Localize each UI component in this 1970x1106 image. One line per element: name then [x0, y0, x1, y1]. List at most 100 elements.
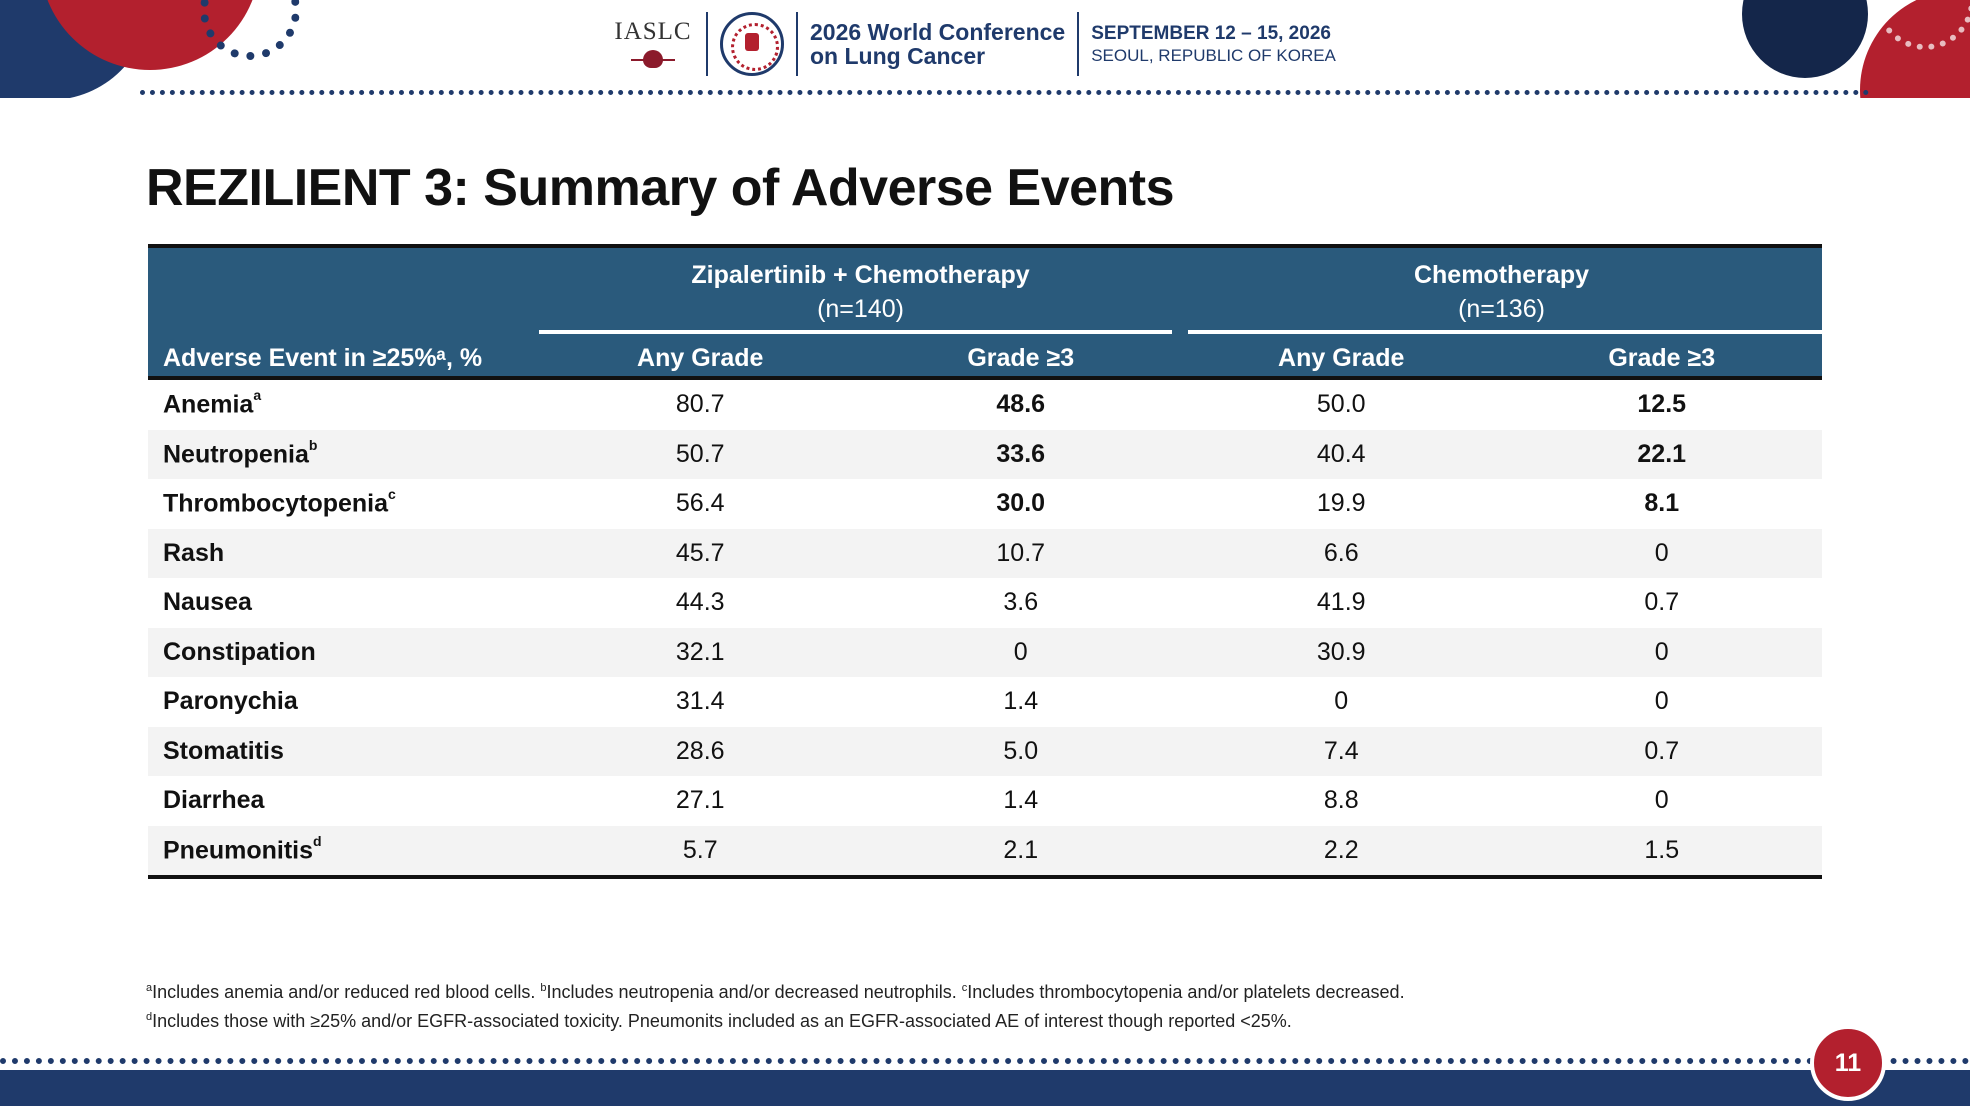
- table-cell: 31.4: [675, 687, 725, 716]
- table-cell: 2.1: [1003, 835, 1039, 864]
- footnote-marker: c: [388, 486, 396, 503]
- column-header-any-grade: Any Grade: [637, 344, 764, 372]
- table-cell: 8.1: [1644, 489, 1680, 518]
- footer-band: [0, 1070, 1970, 1106]
- group-name: Chemotherapy: [1413, 261, 1590, 289]
- table-cell: 27.1: [675, 786, 725, 815]
- table-row: Rash 45.7 10.7 6.6 0: [148, 528, 1822, 578]
- group-name: Zipalertinib + Chemotherapy: [691, 261, 1030, 289]
- table-cell: 1.4: [1003, 786, 1039, 815]
- table-cell: 45.7: [675, 538, 725, 567]
- footnote-line: aIncludes anemia and/or reduced red bloo…: [146, 976, 1405, 1005]
- adverse-event-name: Stomatitis: [163, 736, 284, 765]
- adverse-event-label: Stomatitis: [148, 737, 540, 766]
- adverse-event-label: Nausea: [148, 588, 540, 617]
- table-cell: 50.0: [1316, 390, 1366, 419]
- table-cell: 40.4: [1316, 439, 1366, 468]
- table-row: Stomatitis 28.6 5.0 7.4 0.7: [148, 726, 1822, 776]
- logo-divider: [1077, 12, 1080, 76]
- adverse-events-table: Zipalertinib + Chemotherapy (n=140) Chem…: [148, 244, 1822, 879]
- lung-icon: [631, 50, 675, 70]
- table-cell: 0: [1654, 687, 1669, 716]
- adverse-event-label: Rash: [148, 539, 540, 568]
- footnote-marker: b: [540, 982, 547, 994]
- adverse-event-label: Pneumonitisd: [148, 833, 540, 865]
- adverse-event-name: Rash: [163, 538, 225, 567]
- table-row: Neutropeniab 50.7 33.6 40.4 22.1: [148, 429, 1822, 479]
- footnote-marker: a: [146, 982, 153, 994]
- table-cell: 0: [1654, 538, 1669, 567]
- table-cell: 0.7: [1644, 588, 1680, 617]
- adverse-event-label: Thrombocytopeniac: [148, 486, 540, 518]
- table-row: Nausea 44.3 3.6 41.9 0.7: [148, 578, 1822, 628]
- table-cell: 2.2: [1323, 835, 1359, 864]
- table-cell: 30.9: [1316, 637, 1366, 666]
- conference-name-line2: on Lung Cancer: [810, 43, 986, 69]
- page-number-badge: 11: [1810, 1025, 1886, 1101]
- table-cell: 0: [1013, 637, 1028, 666]
- table-cell: 48.6: [996, 390, 1046, 419]
- dotted-divider-bottom: [0, 1058, 1970, 1064]
- table-cell: 5.7: [682, 835, 718, 864]
- conference-name-line1: 2026 World Conference: [810, 19, 1066, 45]
- table-cell: 28.6: [675, 736, 725, 765]
- adverse-event-label: Paronychia: [148, 687, 540, 716]
- table-cell: 22.1: [1637, 439, 1687, 468]
- footnote-text: Includes thrombocytopenia and/or platele…: [967, 982, 1405, 1002]
- group-header-zipalertinib: Zipalertinib + Chemotherapy (n=140): [540, 258, 1181, 326]
- group-n: (n=136): [1458, 295, 1545, 323]
- column-header-grade3: Grade ≥3: [967, 344, 1075, 372]
- table-row: Paronychia 31.4 1.4 0 0: [148, 677, 1822, 727]
- column-header-adverse-event: Adverse Event in ≥25%ᵃ, %: [163, 344, 483, 372]
- footnote-text: Includes neutropenia and/or decreased ne…: [546, 982, 962, 1002]
- table-cell: 1.4: [1003, 687, 1039, 716]
- iaslc-logo: IASLC: [612, 18, 694, 70]
- table-cell: 3.6: [1003, 588, 1039, 617]
- adverse-event-name: Constipation: [163, 637, 316, 666]
- footnotes: aIncludes anemia and/or reduced red bloo…: [146, 976, 1405, 1034]
- column-header-any-grade: Any Grade: [1278, 344, 1405, 372]
- table-cell: 0: [1654, 786, 1669, 815]
- conference-name: 2026 World Conference on Lung Cancer: [810, 20, 1065, 68]
- table-row: Diarrhea 27.1 1.4 8.8 0: [148, 776, 1822, 826]
- adverse-event-name: Nausea: [163, 588, 252, 617]
- table-row: Pneumonitisd 5.7 2.1 2.2 1.5: [148, 825, 1822, 875]
- table-cell: 33.6: [996, 439, 1046, 468]
- table-cell: 5.0: [1003, 736, 1039, 765]
- group-underline: [1188, 330, 1822, 334]
- adverse-event-name: Thrombocytopenia: [163, 489, 389, 518]
- column-header-grade3: Grade ≥3: [1608, 344, 1716, 372]
- conference-dates: SEPTEMBER 12 – 15, 2026: [1091, 23, 1331, 44]
- footnote-marker: d: [146, 1011, 153, 1023]
- table-cell: 41.9: [1316, 588, 1366, 617]
- footnote-text: Includes those with ≥25% and/or EGFR-ass…: [152, 1011, 1292, 1031]
- group-header-chemotherapy: Chemotherapy (n=136): [1181, 258, 1822, 326]
- group-n: (n=140): [817, 295, 904, 323]
- logo-divider: [706, 12, 708, 76]
- iaslc-logo-text: IASLC: [614, 18, 692, 45]
- table-body: Anemiaa 80.7 48.6 50.0 12.5 Neutropeniab 50.7 3…: [148, 380, 1822, 879]
- adverse-event-label: Constipation: [148, 638, 540, 667]
- corner-decoration-right: [1740, 0, 1970, 98]
- adverse-event-name: Anemia: [163, 390, 254, 419]
- adverse-event-label: Neutropeniab: [148, 437, 540, 469]
- table-cell: 32.1: [675, 637, 725, 666]
- table-cell: 6.6: [1323, 538, 1359, 567]
- table-cell: 0: [1334, 687, 1349, 716]
- table-cell: 56.4: [675, 489, 725, 518]
- footnote-marker: c: [961, 982, 968, 994]
- footnote-text: Includes anemia and/or reduced red blood…: [152, 982, 541, 1002]
- table-header: Zipalertinib + Chemotherapy (n=140) Chem…: [148, 244, 1822, 380]
- table-cell: 8.8: [1323, 786, 1359, 815]
- table-row: Thrombocytopeniac 56.4 30.0 19.9 8.1: [148, 479, 1822, 529]
- table-cell: 10.7: [996, 538, 1046, 567]
- conference-header: IASLC 2026 World Conference on Lung Canc…: [0, 0, 1970, 98]
- adverse-event-name: Neutropenia: [163, 439, 309, 468]
- footnote-line: dIncludes those with ≥25% and/or EGFR-as…: [146, 1005, 1405, 1034]
- logo-divider: [796, 12, 798, 76]
- table-cell: 12.5: [1637, 390, 1687, 419]
- adverse-event-name: Diarrhea: [163, 786, 265, 815]
- corner-decoration-left: [0, 0, 300, 98]
- table-row: Anemiaa 80.7 48.6 50.0 12.5: [148, 380, 1822, 430]
- group-underline: [539, 330, 1172, 334]
